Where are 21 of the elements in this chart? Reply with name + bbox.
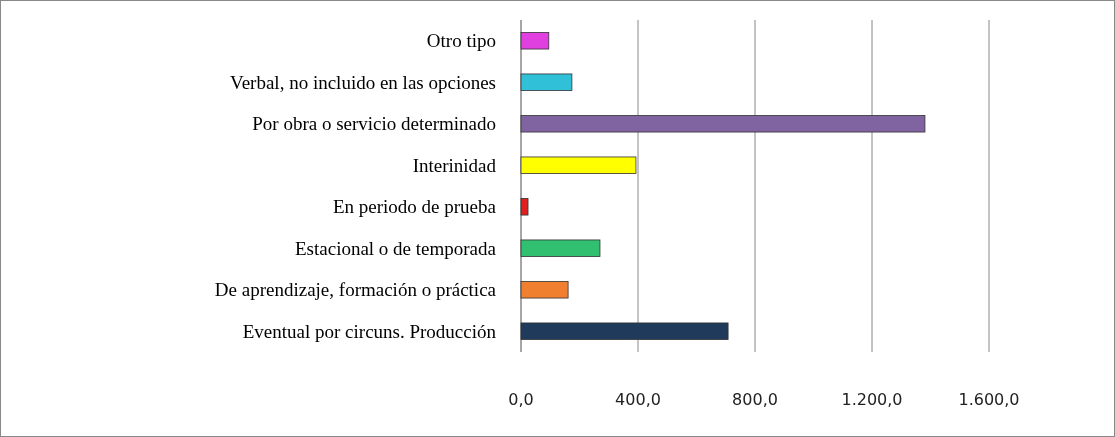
x-tick-label: 400,0: [615, 390, 661, 409]
bar: [520, 281, 569, 299]
x-tick-label: 0,0: [508, 390, 534, 409]
bar: [520, 115, 926, 133]
bar: [520, 73, 573, 91]
y-tick-label: Eventual por circuns. Producción: [242, 320, 497, 342]
bar: [520, 322, 729, 340]
y-tick-label: Interinidad: [412, 154, 497, 176]
x-tick-label: 1.200,0: [841, 390, 903, 409]
bar: [520, 239, 601, 257]
y-tick-label: Otro tipo: [426, 30, 496, 52]
x-tick-label: 800,0: [732, 390, 778, 409]
y-tick-label: De aprendizaje, formación o práctica: [214, 279, 497, 301]
y-tick-label: Estacional o de temporada: [294, 237, 497, 259]
x-tick-label: 1.600,0: [958, 390, 1020, 409]
bar: [520, 198, 529, 216]
y-tick-label: Verbal, no incluido en las opciones: [230, 71, 496, 93]
bar: [520, 32, 550, 50]
y-tick-label: Por obra o servicio determinado: [252, 113, 496, 135]
y-tick-label: En periodo de prueba: [332, 196, 497, 218]
bar: [520, 156, 637, 174]
